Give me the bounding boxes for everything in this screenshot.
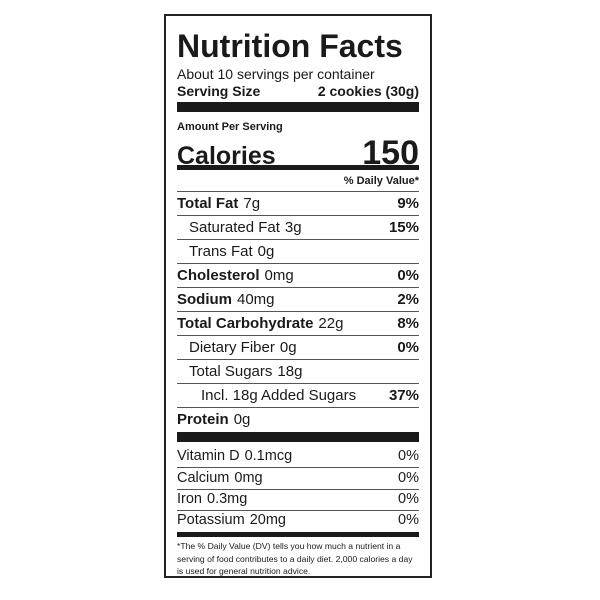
- nutrient-row: Protein 0g: [177, 409, 419, 431]
- amount: 0g: [279, 339, 297, 356]
- nutrition-label: Nutrition Facts About 10 servings per co…: [164, 14, 432, 578]
- amount: 20mg: [249, 512, 286, 528]
- nutrient-row: Sodium 40mg 2%: [177, 289, 419, 312]
- dv: 37%: [388, 387, 419, 404]
- dv: 2%: [397, 291, 419, 308]
- name: Total Sugars: [189, 363, 273, 380]
- name: Saturated Fat: [189, 219, 280, 236]
- servings: About 10 servings per container: [177, 66, 375, 82]
- divider: [177, 102, 419, 112]
- amount-per-serving: Amount Per Serving: [177, 121, 283, 133]
- amount: 0mg: [234, 470, 263, 486]
- name: Total Carbohydrate: [177, 315, 314, 332]
- amount: 0g: [233, 411, 251, 428]
- divider: [177, 191, 419, 192]
- dv: 0%: [397, 267, 419, 284]
- value: 2 cookies (30g): [317, 83, 419, 99]
- dv: 0%: [398, 470, 419, 486]
- dv: 8%: [397, 315, 419, 332]
- title: Nutrition Facts: [177, 28, 403, 64]
- amount: 0.1mcg: [244, 448, 293, 464]
- nutrient-row: Total Sugars 18g: [177, 361, 419, 384]
- nutrient-row: Total Carbohydrate 22g 8%: [177, 313, 419, 336]
- amount: 40mg: [237, 291, 275, 308]
- name: Cholesterol: [177, 267, 260, 284]
- amount: 3g: [284, 219, 302, 236]
- dv: 9%: [397, 195, 419, 212]
- name: Sodium: [177, 291, 232, 308]
- dv: 0%: [398, 491, 419, 507]
- name: Potassium: [177, 512, 245, 528]
- amount: 7g: [243, 195, 261, 212]
- footnote: *The % Daily Value (DV) tells you how mu…: [177, 541, 413, 576]
- nutrient-row: Dietary Fiber 0g 0%: [177, 337, 419, 360]
- dv: 0%: [398, 512, 419, 528]
- dv-header: % Daily Value*: [343, 175, 419, 187]
- amount: 0g: [257, 243, 275, 260]
- nutrient-row: Saturated Fat 3g 15%: [177, 217, 419, 240]
- name: Calcium: [177, 470, 230, 486]
- amount: 0.3mg: [207, 491, 248, 507]
- vitamin-row: Iron 0.3mg 0%: [177, 488, 419, 511]
- nutrient-row: Trans Fat 0g: [177, 241, 419, 264]
- dv: 0%: [397, 339, 419, 356]
- nutrient-row: Cholesterol 0mg 0%: [177, 265, 419, 288]
- name: Vitamin D: [177, 448, 240, 464]
- amount: 0mg: [264, 267, 294, 284]
- name: Total Fat: [177, 195, 239, 212]
- vitamin-row: Calcium 0mg 0%: [177, 467, 419, 490]
- serving-size: Serving Size 2 cookies (30g): [177, 83, 419, 99]
- vitamin-row: Vitamin D 0.1mcg 0%: [177, 445, 419, 468]
- vitamin-row: Potassium 20mg 0%: [177, 509, 419, 531]
- divider: [177, 432, 419, 442]
- dv: 15%: [388, 219, 419, 236]
- name: Dietary Fiber: [189, 339, 275, 356]
- dv: 0%: [398, 448, 419, 464]
- name: Incl. 18g Added Sugars: [201, 387, 357, 404]
- label: Serving Size: [177, 83, 261, 99]
- name: Iron: [177, 491, 202, 507]
- nutrient-row: Incl. 18g Added Sugars 37%: [177, 385, 419, 408]
- nutrient-row: Total Fat 7g 9%: [177, 193, 419, 216]
- amount: 18g: [277, 363, 303, 380]
- divider: [177, 165, 419, 170]
- amount: 22g: [318, 315, 344, 332]
- name: Protein: [177, 411, 229, 428]
- name: Trans Fat: [189, 243, 253, 260]
- divider: [177, 532, 419, 537]
